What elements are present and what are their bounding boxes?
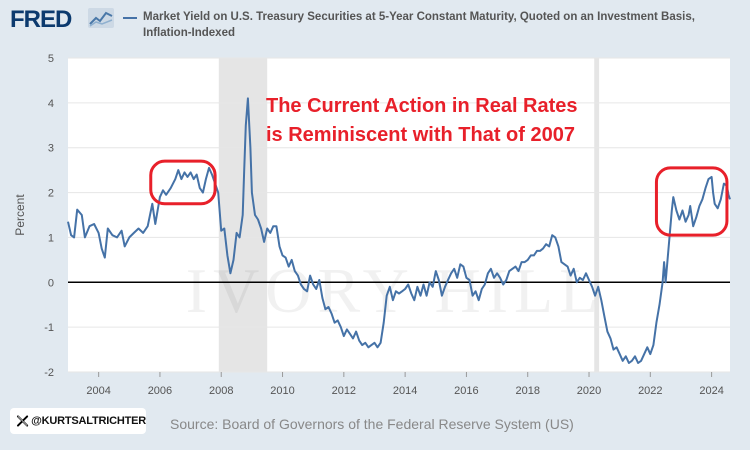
watermark-text: IVORY HILL — [186, 255, 604, 326]
fred-logo[interactable]: FRED — [10, 6, 72, 33]
annotation-line-1: The Current Action in Real Rates — [266, 95, 578, 117]
highlight-ellipse-0 — [149, 159, 217, 206]
fred-chart-mark-icon — [88, 8, 114, 28]
y-tick-label: -1 — [44, 322, 54, 334]
twitter-badge[interactable]: @KURTSALTRICHTER — [10, 408, 146, 434]
x-tick-label: 2008 — [209, 385, 233, 397]
chart-header: FRED Market Yield on U.S. Treasury Secur… — [0, 0, 750, 48]
plot-area — [68, 58, 730, 372]
x-tick-label: 2016 — [454, 385, 478, 397]
gridlines — [68, 57, 730, 373]
y-tick-label: 2 — [48, 188, 54, 200]
x-axis-ticks: 2004 2006 2008 2010 2012 2014 2016 2018 2020 2022… — [86, 372, 724, 397]
x-tick-label: 2004 — [86, 385, 110, 397]
y-tick-label: 1 — [48, 232, 54, 244]
twitter-handle: @KURTSALTRICHTER — [31, 415, 146, 427]
y-tick-label: 3 — [48, 143, 54, 155]
x-tick-label: 2014 — [393, 385, 417, 397]
highlight-ellipse-1 — [654, 166, 729, 237]
y-tick-label: 4 — [48, 98, 54, 110]
legend-label[interactable]: Market Yield on U.S. Treasury Securities… — [143, 11, 695, 39]
x-tick-label: 2010 — [270, 385, 294, 397]
highlight-ellipses — [149, 159, 729, 237]
x-tick-label: 2020 — [577, 385, 601, 397]
watermark: IVORY HILL — [186, 255, 604, 326]
source-note: Source: Board of Governors of the Federa… — [170, 416, 574, 432]
y-axis-label: Percent — [13, 194, 27, 236]
y-axis-ticks: -2 -1 0 1 2 3 4 5 — [44, 53, 54, 379]
x-tick-label: 2022 — [638, 385, 662, 397]
x-tick-label: 2006 — [148, 385, 172, 397]
x-logo-icon — [16, 415, 29, 427]
y-tick-label: 0 — [48, 277, 54, 289]
annotation-line-2: is Reminiscent with That of 2007 — [266, 124, 575, 146]
x-tick-label: 2018 — [515, 385, 539, 397]
series-line[interactable] — [67, 97, 731, 364]
legend-swatch — [123, 17, 137, 19]
x-tick-label: 2012 — [332, 385, 356, 397]
y-tick-label: 5 — [48, 53, 54, 65]
x-tick-label: 2024 — [699, 385, 723, 397]
y-tick-label: -2 — [44, 367, 54, 379]
recession-band-1 — [594, 58, 600, 372]
